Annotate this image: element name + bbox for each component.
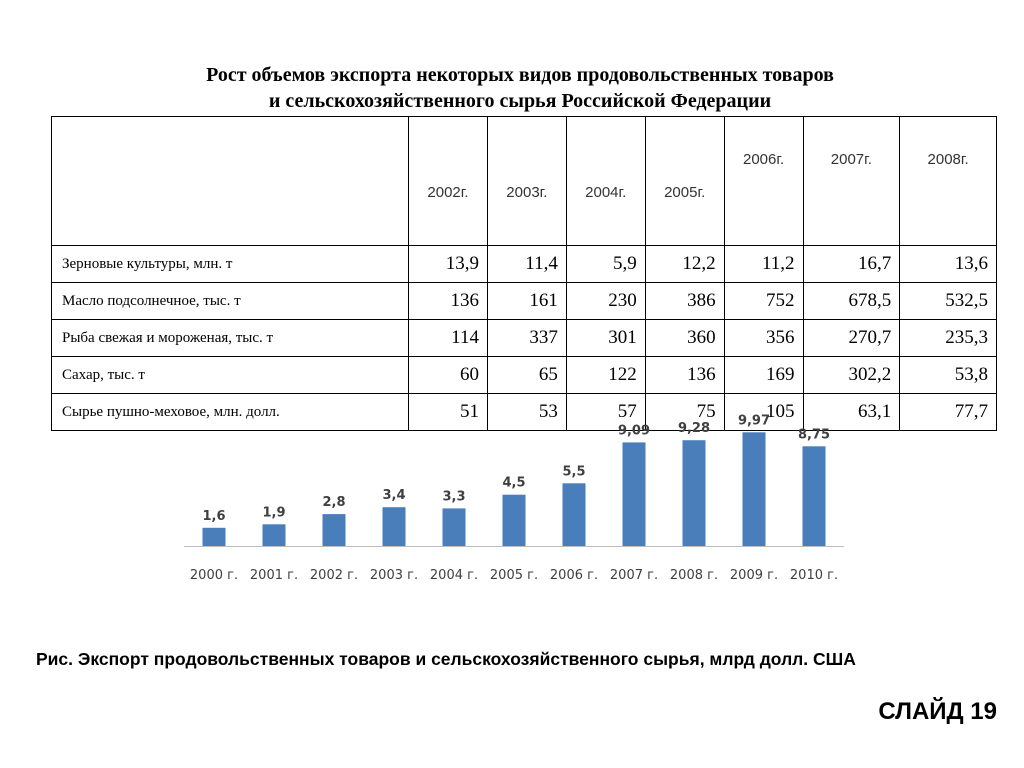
row-label: Рыба свежая и мороженая, тыс. т [51,319,409,357]
chart-bar [322,514,346,546]
chart-tick-label: 2005 г. [490,568,538,583]
table-cell: 75 [644,393,725,431]
table-row: Сырье пушно-меховое, млн. долл. 51 53 57… [51,393,997,431]
chart-tick-label: 2002 г. [310,568,358,583]
table-cell: 301 [565,319,646,357]
header-year: 2005г. [644,116,725,246]
table-cell: 105 [723,393,804,431]
header-year: 2008г. [899,116,997,246]
table-cell: 302,2 [802,356,901,394]
header-year: 2002г. [408,116,488,246]
table-cell: 752 [723,282,804,320]
table-cell: 270,7 [802,319,901,357]
table-cell: 5,9 [565,245,646,283]
chart-tick-label: 2000 г. [190,568,238,583]
table-cell: 53,8 [899,356,997,394]
table-cell: 57 [565,393,646,431]
chart-bar [622,442,646,546]
slide-number: СЛАЙД 19 [878,698,997,725]
title-line-2: и сельскохозяйственного сырья Российской… [268,90,772,112]
table-cell: 13,9 [408,245,488,283]
figure-caption: Рис. Экспорт продовольственных товаров и… [36,649,856,669]
table-cell: 77,7 [899,393,997,431]
table-cell: 16,7 [802,245,901,283]
chart-data-label: 8,75 [798,427,830,442]
chart-data-label: 3,3 [442,489,465,504]
table-cell: 230 [565,282,646,320]
table-cell: 122 [565,356,646,394]
export-bar-chart: 1,6 2000 г. 1,9 2001 г. 2,8 2002 г. 3,4 2003 г.… [180,400,850,590]
row-label: Масло подсолнечное, тыс. т [51,282,409,320]
header-year: 2004г. [565,116,646,246]
table-row: Масло подсолнечное, тыс. т 136 161 230 3… [51,282,997,320]
table-cell: 11,2 [723,245,804,283]
chart-data-label: 5,5 [562,464,585,479]
row-label: Сырье пушно-меховое, млн. долл. [51,393,409,431]
table-header-row: 2002г. 2003г. 2004г. 2005г. 2006г. 2007г… [51,116,997,246]
table-cell: 337 [486,319,567,357]
chart-tick-label: 2008 г. [670,568,718,583]
table-cell: 169 [723,356,804,394]
table-cell: 114 [408,319,488,357]
chart-data-label: 4,5 [502,476,525,491]
row-label: Зерновые культуры, млн. т [51,245,409,283]
chart-tick-label: 2003 г. [370,568,418,583]
table-cell: 11,4 [486,245,567,283]
chart-bar [262,524,286,546]
table-cell: 136 [644,356,725,394]
chart-tick-label: 2009 г. [730,568,778,583]
chart-tick-label: 2007 г. [610,568,658,583]
chart-bar [442,508,466,546]
chart-data-label: 9,28 [678,421,710,436]
table-row: Рыба свежая и мороженая, тыс. т 114 337 … [51,319,997,357]
chart-tick-label: 2004 г. [430,568,478,583]
chart-data-label: 9,09 [618,423,650,438]
table-row: Сахар, тыс. т 60 65 122 136 169 302,2 53… [51,356,997,394]
chart-bar [682,440,706,546]
table-cell: 65 [486,356,567,394]
table-cell: 51 [408,393,488,431]
header-year: 2007г. [802,116,901,246]
table-cell: 63,1 [802,393,901,431]
table-cell: 386 [644,282,725,320]
chart-data-label: 1,6 [202,509,225,524]
chart-data-label: 1,9 [262,505,285,520]
chart-tick-label: 2006 г. [550,568,598,583]
page-title: Рост объемов экспорта некоторых видов пр… [0,62,1024,114]
chart-tick-label: 2001 г. [250,568,298,583]
chart-bar [562,483,586,546]
header-year: 2006г. [723,116,804,246]
chart-bar [742,432,766,546]
table-cell: 13,6 [899,245,997,283]
chart-bar [202,527,226,546]
chart-bar [802,446,826,547]
chart-data-label: 3,4 [382,488,405,503]
table-cell: 60 [408,356,488,394]
chart-bar [382,507,406,546]
table-cell: 12,2 [644,245,725,283]
export-table: 2002г. 2003г. 2004г. 2005г. 2006г. 2007г… [51,116,997,431]
table-row: Зерновые культуры, млн. т 13,9 11,4 5,9 … [51,245,997,283]
bar-chart-svg: 1,6 2000 г. 1,9 2001 г. 2,8 2002 г. 3,4 2003 г.… [184,413,844,583]
header-year: 2003г. [486,116,567,246]
header-blank-cell [51,116,409,246]
table-cell: 532,5 [899,282,997,320]
table-cell: 356 [723,319,804,357]
table-cell: 161 [486,282,567,320]
chart-tick-label: 2010 г. [790,568,838,583]
table-cell: 678,5 [802,282,901,320]
chart-bar [502,494,526,546]
title-line-1: Рост объемов экспорта некоторых видов пр… [206,64,834,86]
table-cell: 136 [408,282,488,320]
chart-data-label: 9,97 [738,413,770,428]
table-cell: 235,3 [899,319,997,357]
table-cell: 360 [644,319,725,357]
row-label: Сахар, тыс. т [51,356,409,394]
chart-data-label: 2,8 [322,495,345,510]
